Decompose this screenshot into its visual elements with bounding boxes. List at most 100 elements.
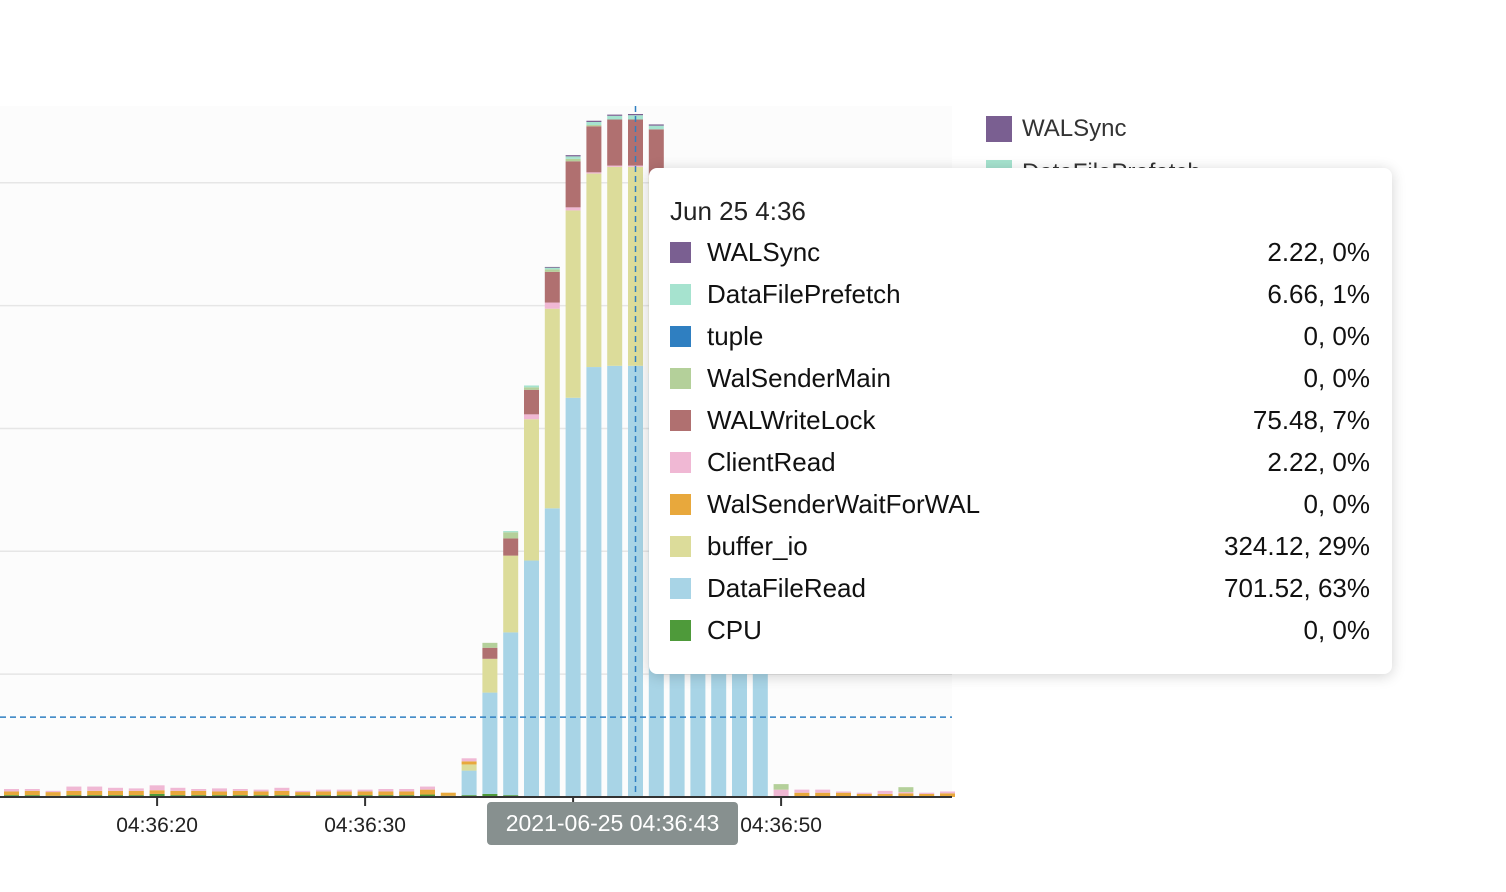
bar-segment-ClientRead[interactable] — [191, 789, 207, 791]
bar-stack[interactable] — [856, 792, 872, 797]
bar-stack[interactable] — [232, 789, 248, 797]
bar-stack[interactable] — [336, 789, 352, 797]
bar-segment-WalSenderWaitForWAL[interactable] — [4, 791, 19, 796]
bar-segment-WALSync[interactable] — [607, 114, 623, 116]
bar-segment-DataFileRead[interactable] — [503, 632, 519, 796]
bar-segment-DataFilePrefetch[interactable] — [503, 531, 519, 533]
bar-segment-buffer_io[interactable] — [524, 419, 539, 561]
bar-stack[interactable] — [461, 758, 477, 797]
bar-segment-WALSync[interactable] — [586, 120, 602, 122]
bar-stack[interactable] — [815, 789, 831, 797]
bar-segment-DataFilePrefetch[interactable] — [586, 121, 602, 126]
bar-segment-buffer_io[interactable] — [544, 308, 560, 509]
bar-stack[interactable] — [773, 784, 789, 797]
bar-segment-WalSenderMain[interactable] — [773, 784, 789, 790]
bar-segment-ClientRead[interactable] — [108, 787, 123, 791]
bar-stack[interactable] — [420, 786, 435, 797]
bar-segment-WalSenderWaitForWAL[interactable] — [232, 790, 248, 796]
bar-segment-DataFilePrefetch[interactable] — [565, 156, 581, 159]
bar-segment-buffer_io[interactable] — [565, 210, 581, 398]
bar-segment-buffer_io[interactable] — [607, 166, 623, 366]
bar-segment-ClientRead[interactable] — [232, 789, 248, 791]
bar-segment-WalSenderMain[interactable] — [482, 642, 498, 648]
bar-segment-ClientRead[interactable] — [212, 788, 227, 792]
bar-segment-WalSenderWaitForWAL[interactable] — [877, 793, 893, 797]
bar-segment-WALWriteLock[interactable] — [586, 126, 602, 173]
bar-segment-WalSenderMain[interactable] — [565, 158, 581, 162]
bar-segment-WalSenderWaitForWAL[interactable] — [212, 791, 227, 796]
bar-segment-CPU[interactable] — [420, 794, 435, 797]
bar-stack[interactable] — [191, 789, 207, 797]
bar-stack[interactable] — [482, 642, 498, 797]
bar-segment-CPU[interactable] — [149, 793, 165, 797]
bar-stack[interactable] — [149, 785, 165, 797]
bar-stack[interactable] — [87, 786, 103, 797]
bar-segment-WalSenderMain[interactable] — [524, 387, 539, 390]
bar-segment-WalSenderWaitForWAL[interactable] — [898, 793, 914, 797]
bar-segment-WALSync[interactable] — [544, 266, 560, 268]
bar-segment-WalSenderMain[interactable] — [544, 269, 560, 272]
bar-stack[interactable] — [544, 266, 560, 797]
bar-segment-WalSenderWaitForWAL[interactable] — [399, 791, 415, 796]
bar-segment-ClientRead[interactable] — [4, 789, 19, 792]
bar-segment-ClientRead[interactable] — [607, 165, 623, 167]
bar-stack[interactable] — [898, 787, 914, 797]
bar-segment-WalSenderWaitForWAL[interactable] — [170, 790, 186, 796]
bar-stack[interactable] — [919, 792, 935, 797]
bar-segment-WalSenderMain[interactable] — [586, 125, 602, 127]
bar-segment-WalSenderWaitForWAL[interactable] — [316, 791, 331, 796]
bar-segment-WalSenderWaitForWAL[interactable] — [45, 792, 61, 796]
bar-stack[interactable] — [4, 789, 19, 797]
bar-segment-DataFileRead[interactable] — [607, 365, 623, 797]
bar-stack[interactable] — [253, 789, 269, 797]
bar-stack[interactable] — [586, 120, 602, 797]
bar-stack[interactable] — [212, 788, 227, 797]
bar-segment-WalSenderWaitForWAL[interactable] — [66, 790, 82, 796]
bar-stack[interactable] — [503, 531, 519, 797]
bar-segment-WalSenderWaitForWAL[interactable] — [919, 793, 935, 797]
bar-segment-WalSenderWaitForWAL[interactable] — [357, 791, 373, 796]
legend-item[interactable]: WALSync — [986, 115, 1126, 143]
bar-segment-ClientRead[interactable] — [794, 789, 810, 793]
bar-segment-ClientRead[interactable] — [524, 414, 539, 420]
bar-segment-DataFileRead[interactable] — [565, 397, 581, 797]
bar-stack[interactable] — [794, 789, 810, 797]
bar-segment-WalSenderWaitForWAL[interactable] — [87, 790, 103, 796]
bar-segment-ClientRead[interactable] — [399, 789, 415, 792]
bar-stack[interactable] — [128, 788, 144, 797]
bar-stack[interactable] — [524, 385, 539, 797]
bar-segment-buffer_io[interactable] — [503, 555, 519, 633]
bar-stack[interactable] — [108, 787, 123, 797]
bar-segment-WALSync[interactable] — [648, 124, 664, 126]
bar-segment-ClientRead[interactable] — [773, 789, 789, 797]
bar-segment-ClientRead[interactable] — [316, 789, 331, 792]
bar-stack[interactable] — [378, 789, 394, 797]
bar-stack[interactable] — [170, 787, 186, 797]
bar-segment-buffer_io[interactable] — [461, 764, 477, 771]
bar-segment-WalSenderWaitForWAL[interactable] — [336, 791, 352, 796]
bar-segment-buffer_io[interactable] — [586, 173, 602, 368]
bar-stack[interactable] — [274, 787, 290, 797]
bar-segment-ClientRead[interactable] — [919, 792, 935, 794]
bar-segment-ClientRead[interactable] — [149, 785, 165, 791]
bar-stack[interactable] — [836, 791, 851, 797]
bar-segment-WalSenderWaitForWAL[interactable] — [253, 791, 269, 796]
bar-segment-ClientRead[interactable] — [170, 787, 186, 791]
bar-segment-WalSenderWaitForWAL[interactable] — [378, 791, 394, 796]
bar-stack[interactable] — [24, 789, 40, 797]
bar-segment-WalSenderWaitForWAL[interactable] — [836, 792, 851, 797]
bar-segment-WALWriteLock[interactable] — [607, 119, 623, 166]
bar-segment-ClientRead[interactable] — [274, 787, 290, 791]
bar-segment-ClientRead[interactable] — [66, 786, 82, 791]
bar-segment-ClientRead[interactable] — [420, 786, 435, 790]
bar-segment-ClientRead[interactable] — [461, 758, 477, 762]
bar-segment-ClientRead[interactable] — [565, 207, 581, 211]
bar-segment-ClientRead[interactable] — [295, 790, 311, 793]
bar-segment-ClientRead[interactable] — [253, 789, 269, 792]
bar-segment-WalSenderWaitForWAL[interactable] — [24, 790, 40, 796]
bar-segment-ClientRead[interactable] — [815, 789, 831, 793]
bar-segment-WALWriteLock[interactable] — [628, 119, 643, 166]
bar-segment-DataFilePrefetch[interactable] — [544, 267, 560, 270]
bar-segment-WalSenderWaitForWAL[interactable] — [440, 792, 456, 796]
bar-segment-WalSenderWaitForWAL[interactable] — [191, 790, 207, 796]
